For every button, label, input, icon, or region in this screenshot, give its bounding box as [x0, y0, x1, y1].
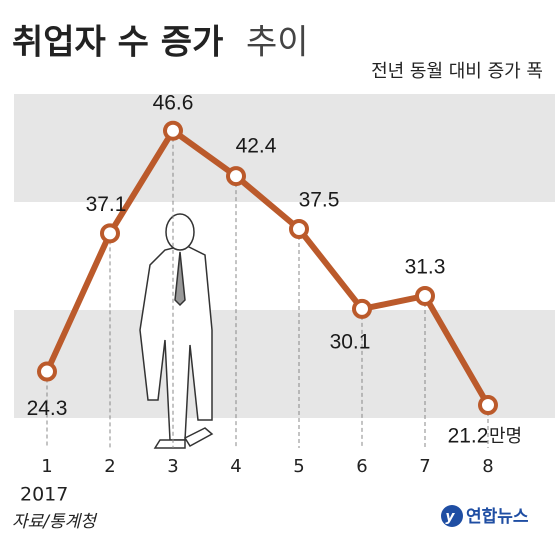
- background-band: [14, 310, 555, 418]
- x-tick-label: 1: [41, 456, 52, 477]
- svg-text:y: y: [445, 509, 455, 525]
- point: [352, 298, 372, 319]
- subtitle: 전년 동월 대비 증가 폭: [371, 61, 543, 82]
- value-label: 21.2: [448, 425, 489, 448]
- background-band: [14, 94, 555, 202]
- chart-title: 취업자 수 증가: [12, 23, 223, 63]
- point: [100, 223, 120, 244]
- value-label: 46.6: [153, 91, 194, 114]
- value-label: 37.5: [299, 189, 340, 212]
- value-label: 30.1: [330, 330, 371, 353]
- unit-label: 만명: [489, 426, 522, 447]
- chart-title-suffix: 추이: [246, 23, 309, 63]
- point: [226, 166, 246, 187]
- line-series: [44, 127, 491, 407]
- point: [415, 285, 435, 306]
- x-tick-label: 2: [104, 456, 115, 477]
- value-label: 31.3: [405, 256, 446, 279]
- source: 자료/통계청: [12, 512, 98, 532]
- x-tick-label: 8: [482, 456, 493, 477]
- x-tick-label: 5: [293, 456, 304, 477]
- point: [478, 395, 498, 416]
- point: [163, 120, 183, 141]
- x-tick-label: 6: [356, 456, 367, 477]
- value-label: 24.3: [27, 397, 68, 420]
- logo: y 연합뉴스: [441, 505, 529, 527]
- point: [289, 219, 309, 239]
- year-label: 2017: [20, 484, 68, 506]
- x-tick-label: 3: [167, 456, 178, 477]
- person-figure: [139, 213, 214, 449]
- value-label: 37.1: [86, 193, 127, 216]
- point: [37, 361, 57, 382]
- value-label: 42.4: [236, 135, 277, 158]
- logo-text: 연합뉴스: [466, 506, 529, 527]
- x-tick-label: 7: [419, 456, 430, 477]
- x-tick-label: 4: [230, 456, 241, 477]
